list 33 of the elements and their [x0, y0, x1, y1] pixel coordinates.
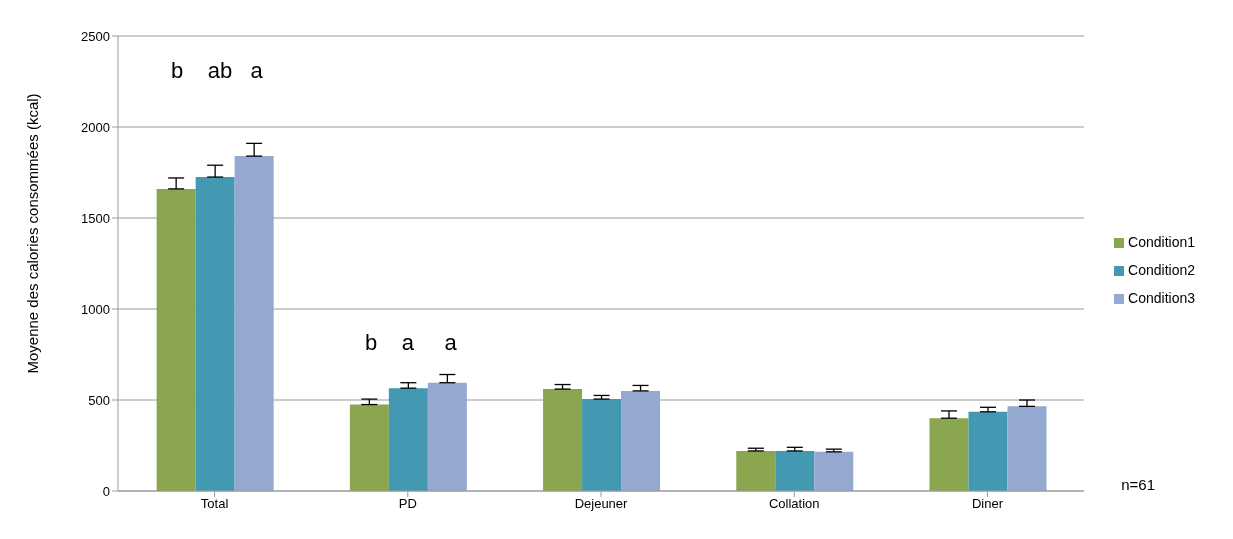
x-tick-label: Dejeuner	[574, 496, 629, 512]
bar	[929, 418, 969, 491]
y-tick-label: 2000	[81, 119, 110, 135]
bar	[234, 156, 274, 491]
x-tick-label: Total	[200, 496, 229, 512]
bar	[775, 450, 815, 491]
bar	[388, 388, 428, 491]
bar	[621, 390, 661, 491]
y-tick-label: 0	[102, 483, 110, 499]
y-tick-label: 500	[88, 392, 110, 408]
y-tick-label: 2500	[81, 28, 110, 44]
bar	[427, 382, 467, 491]
y-axis-title: Moyenne des calories consommées (kcal)	[24, 93, 42, 374]
text: n=61	[1121, 476, 1155, 493]
x-tick-label: Collation	[768, 496, 820, 512]
bar	[195, 177, 235, 491]
bar	[1007, 406, 1047, 491]
x-tick-label: Diner	[971, 496, 1004, 512]
bar	[968, 411, 1008, 491]
x-tick-label: PD	[398, 496, 417, 512]
bar	[543, 389, 583, 491]
legend-label: Condition3	[1128, 289, 1195, 306]
y-tick-label: 1500	[81, 210, 110, 226]
legend-label: Condition2	[1128, 261, 1195, 278]
bar	[736, 450, 776, 491]
bar	[814, 451, 854, 491]
annotation: b ab a	[171, 58, 263, 84]
annotation: b a a	[365, 330, 457, 356]
legend-label: Condition1	[1128, 233, 1195, 250]
bar	[349, 404, 389, 491]
bar	[582, 399, 622, 491]
y-tick-label: 1000	[81, 301, 110, 317]
bar	[156, 188, 196, 491]
